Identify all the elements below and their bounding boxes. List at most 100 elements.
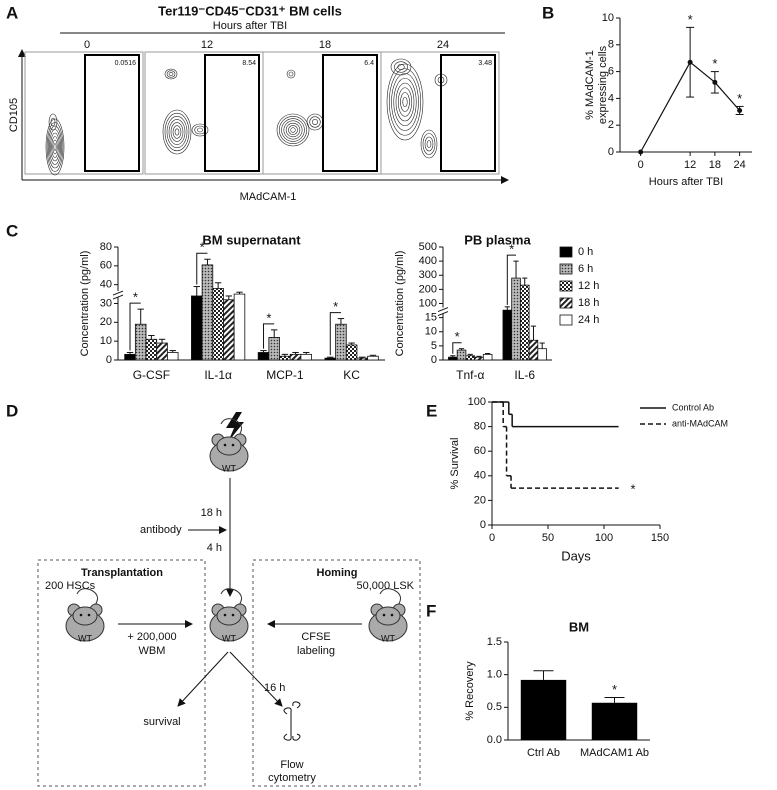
mouse-head: [72, 606, 98, 626]
bar: [465, 355, 476, 361]
panel-label: B: [542, 3, 554, 22]
y-axis-label: % MAdCAM-1: [584, 50, 596, 120]
bar: [519, 284, 530, 361]
contour: [400, 92, 410, 112]
bar: [528, 339, 539, 361]
y-tick-label: 0: [480, 519, 486, 531]
y-tick-label: 40: [100, 279, 112, 291]
arrow: [229, 651, 283, 707]
y-tick-label: 100: [419, 297, 437, 309]
significance: *: [133, 290, 138, 305]
panel-label: F: [426, 601, 436, 620]
contour: [288, 125, 298, 135]
y-tick-label: 20: [100, 316, 112, 328]
panel-label: E: [426, 401, 437, 420]
radiation-bolt: [226, 412, 244, 442]
legend-swatch: [559, 246, 573, 258]
flow-ylabel: CD105: [8, 98, 20, 132]
y-tick-label: 100: [468, 396, 486, 408]
chart-title: BM: [569, 619, 589, 634]
contour: [48, 113, 58, 131]
outcome-label: cytometry: [268, 772, 316, 784]
gate: [84, 54, 140, 172]
axis-break-gap: [440, 307, 446, 314]
significance: *: [631, 482, 636, 497]
contour: [394, 61, 408, 73]
y-tick-label: 10: [100, 335, 112, 347]
contour: [395, 82, 415, 122]
y-tick-label: 6: [608, 66, 614, 78]
gate: [322, 54, 378, 172]
data-point: [687, 59, 693, 65]
cells-label: WBM: [139, 645, 166, 657]
contour: [391, 73, 419, 131]
contour: [166, 115, 188, 149]
contour: [393, 77, 417, 127]
cells-label: CFSE: [301, 631, 330, 643]
contour: [164, 68, 178, 80]
y-tick-label: 4: [608, 92, 614, 104]
significance: *: [455, 329, 460, 344]
contour: [50, 132, 60, 162]
x-tick-label: 50: [542, 532, 554, 544]
bar: [145, 338, 158, 361]
legend-swatch: [559, 297, 573, 309]
timepoint-label: 18: [319, 39, 331, 51]
cells-label: + 200,000: [127, 631, 176, 643]
contour: [49, 129, 61, 165]
legend-swatch: [559, 280, 573, 292]
bar: [502, 309, 513, 361]
mouse-label: WT: [381, 633, 395, 643]
contour: [402, 96, 408, 108]
y-tick-label: 40: [474, 470, 486, 482]
mouse-icon: [368, 588, 408, 642]
donor-label: 50,000 LSK: [357, 580, 415, 592]
axis-break: [112, 290, 124, 296]
arrow: [177, 651, 229, 707]
x-tick-label: Tnf-α: [456, 368, 484, 382]
legend-label: 0 h: [578, 246, 593, 258]
mouse-label: WT: [78, 633, 92, 643]
bar: [268, 336, 280, 361]
y-tick-label: 0: [431, 354, 437, 366]
legend-label: 24 h: [578, 314, 599, 326]
y-tick-label: 30: [100, 297, 112, 309]
contour: [420, 129, 438, 159]
box-transplantation: [37, 559, 206, 787]
contour: [166, 70, 176, 78]
significance: *: [266, 310, 271, 325]
y-axis-label: % Survival: [449, 438, 461, 490]
mouse-icon: [209, 588, 249, 642]
contour: [47, 125, 63, 169]
mouse-icon: [65, 588, 105, 642]
y-tick-label: 500: [419, 241, 437, 253]
mouse-tail: [220, 418, 242, 439]
bar: [233, 293, 246, 361]
significance: *: [688, 12, 693, 27]
bar: [482, 353, 493, 361]
data-point: [712, 79, 718, 85]
y-tick-label: 0.0: [487, 734, 502, 746]
bar: [191, 295, 203, 361]
contour: [50, 117, 56, 127]
axis-break-gap: [115, 291, 121, 298]
bar: [474, 356, 484, 361]
flow-xlabel: MAdCAM-1: [240, 191, 297, 203]
contour: [53, 143, 57, 151]
outcome-label: survival: [143, 716, 180, 728]
plot-frame: [380, 51, 500, 175]
x-tick-label: 0: [489, 532, 495, 544]
cells-label: labeling: [297, 645, 335, 657]
flow-title: Ter119⁻CD45⁻CD31⁺ BM cells: [158, 3, 342, 18]
data-point: [638, 149, 644, 155]
contour: [164, 112, 190, 152]
contour: [288, 71, 294, 77]
step-label: 4 h: [207, 542, 222, 554]
x-tick-label: 0: [638, 159, 644, 171]
y-tick-label: 400: [419, 255, 437, 267]
outcome-label: 16 h: [264, 682, 285, 694]
contour: [424, 136, 434, 152]
y-tick-label: 0: [608, 146, 614, 158]
y-tick-label: 60: [100, 260, 112, 272]
